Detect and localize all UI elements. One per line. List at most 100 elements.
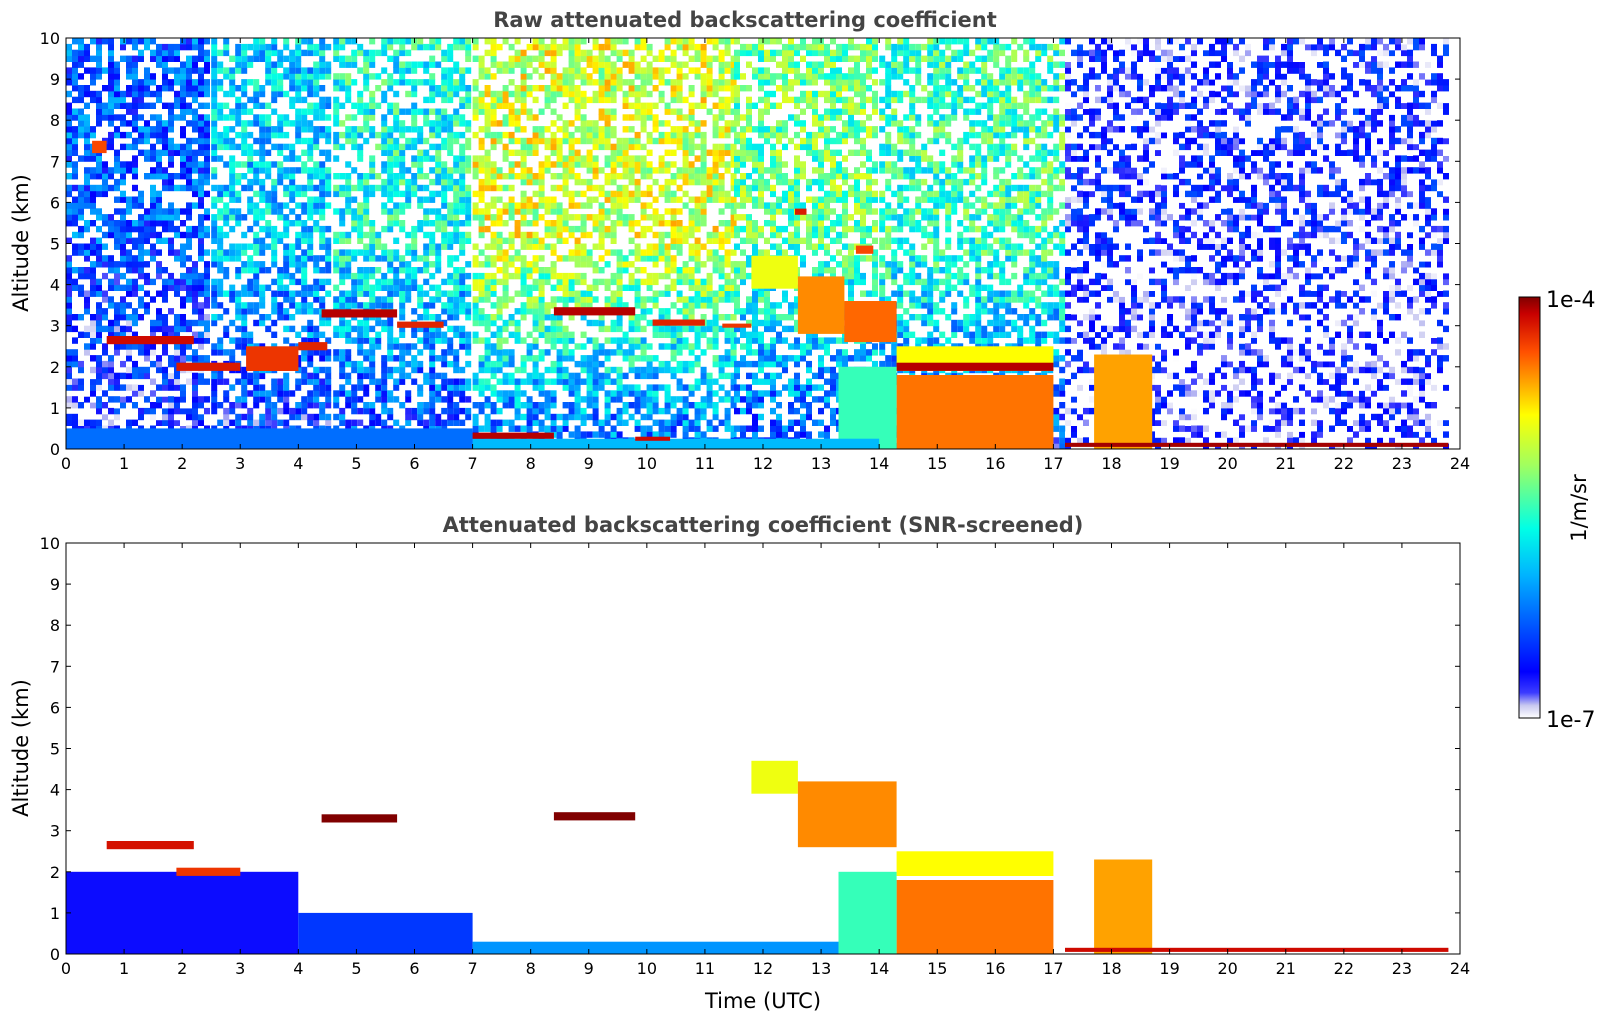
heatmap-cell [610, 126, 617, 133]
heatmap-cell [508, 261, 515, 268]
heatmap-cell [514, 425, 521, 432]
heatmap-cell [138, 190, 144, 198]
heatmap-cell [132, 255, 138, 262]
heatmap-cell [399, 314, 406, 321]
heatmap-cell [616, 196, 623, 203]
heatmap-cell [586, 384, 593, 391]
heatmap-cell [478, 55, 485, 62]
heatmap-cell [339, 184, 346, 192]
heatmap-cell [622, 79, 629, 86]
heatmap-cell [126, 120, 132, 127]
heatmap-cell [150, 202, 156, 209]
heatmap-cell [604, 73, 611, 80]
heatmap-cell [333, 131, 340, 139]
heatmap-cell [688, 85, 695, 92]
heatmap-cell [441, 90, 448, 98]
heatmap-cell [351, 208, 358, 215]
heatmap-cell [441, 331, 448, 338]
heatmap-cell [333, 114, 340, 121]
heatmap-cell [84, 126, 90, 133]
heatmap-cell [640, 425, 647, 432]
heatmap-cell [676, 73, 683, 80]
heatmap-cell [150, 149, 156, 156]
heatmap-cell [459, 231, 466, 239]
heatmap-cell [313, 331, 320, 338]
heatmap-cell [435, 331, 442, 338]
heatmap-cell [247, 131, 254, 139]
heatmap-cell [132, 137, 138, 145]
heatmap-cell [718, 231, 725, 239]
heatmap-cell [132, 343, 138, 350]
heatmap-cell [120, 402, 126, 409]
heatmap-cell [658, 67, 665, 74]
heatmap-cell [96, 102, 102, 109]
heatmap-cell [586, 149, 593, 156]
heatmap-cell [465, 96, 472, 104]
heatmap-cell [186, 79, 192, 86]
heatmap-cell [652, 355, 659, 362]
heatmap-cell [168, 237, 174, 244]
heatmap-cell [688, 114, 695, 121]
heatmap-cell [610, 61, 617, 68]
heatmap-cell [217, 337, 224, 344]
heatmap-cell [307, 396, 314, 403]
heatmap-cell [132, 43, 138, 51]
heatmap-cell [610, 155, 617, 162]
heatmap-cell [670, 38, 677, 45]
heatmap-cell [640, 314, 647, 321]
heatmap-cell [586, 161, 593, 168]
heatmap-cell [429, 296, 436, 303]
heatmap-cell [301, 73, 308, 80]
heatmap-cell [658, 190, 665, 198]
heatmap-cell [381, 67, 388, 74]
heatmap-cell [375, 73, 382, 80]
heatmap-cell [319, 178, 326, 186]
heatmap-cell [241, 314, 248, 321]
heatmap-cell [399, 79, 406, 86]
heatmap-cell [381, 384, 388, 391]
heatmap-cell [307, 184, 314, 192]
heatmap-cell [441, 120, 448, 127]
heatmap-cell [259, 184, 266, 192]
heatmap-cell [514, 85, 521, 92]
heatmap-cell [108, 137, 114, 145]
heatmap-cell [490, 161, 497, 168]
heatmap-cell [66, 355, 72, 362]
heatmap-cell [351, 272, 358, 280]
heatmap-cell [108, 85, 114, 92]
heatmap-cell [718, 85, 725, 92]
heatmap-cell [514, 108, 521, 115]
heatmap-cell [138, 314, 144, 321]
heatmap-cell [580, 272, 587, 280]
heatmap-cell [265, 137, 272, 145]
heatmap-cell [150, 220, 156, 227]
heatmap-cell [126, 278, 132, 286]
heatmap-cell [694, 220, 701, 227]
heatmap-cell [604, 161, 611, 168]
heatmap-cell [423, 337, 430, 344]
heatmap-cell [144, 214, 150, 221]
heatmap-cell [718, 155, 725, 162]
heatmap-cell [259, 190, 266, 198]
heatmap-cell [114, 73, 120, 80]
heatmap-cell [393, 120, 400, 127]
heatmap-cell [405, 290, 412, 297]
heatmap-cell [319, 225, 326, 233]
heatmap-cell [363, 231, 370, 239]
heatmap-cell [544, 85, 551, 92]
heatmap-cell [78, 214, 84, 221]
heatmap-cell [399, 343, 406, 350]
heatmap-cell [598, 96, 605, 104]
heatmap-cell [126, 249, 132, 256]
heatmap-cell [423, 137, 430, 145]
heatmap-cell [363, 407, 370, 415]
heatmap-cell [144, 231, 150, 239]
heatmap-cell [459, 249, 466, 256]
heatmap-cell [144, 407, 150, 415]
heatmap-cell [211, 396, 218, 403]
heatmap-cell [399, 372, 406, 380]
heatmap-cell [198, 202, 204, 209]
heatmap-cell [313, 225, 320, 233]
heatmap-cell [664, 231, 671, 239]
heatmap-cell [144, 366, 150, 374]
